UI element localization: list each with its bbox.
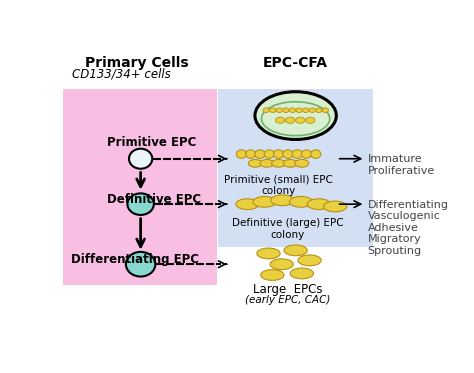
- Ellipse shape: [257, 248, 280, 259]
- Ellipse shape: [261, 270, 284, 280]
- Ellipse shape: [276, 108, 283, 113]
- Ellipse shape: [298, 255, 321, 266]
- Ellipse shape: [311, 150, 321, 158]
- Ellipse shape: [236, 199, 259, 210]
- Ellipse shape: [270, 259, 293, 270]
- Ellipse shape: [283, 160, 297, 167]
- Ellipse shape: [253, 197, 276, 207]
- Ellipse shape: [270, 108, 276, 113]
- Ellipse shape: [322, 108, 328, 113]
- Ellipse shape: [324, 201, 347, 212]
- Ellipse shape: [290, 197, 313, 207]
- Ellipse shape: [248, 160, 262, 167]
- Ellipse shape: [285, 117, 295, 123]
- Ellipse shape: [307, 199, 330, 210]
- Ellipse shape: [306, 117, 315, 123]
- Ellipse shape: [284, 245, 307, 256]
- Text: CD133/34+ cells: CD133/34+ cells: [72, 68, 171, 81]
- Ellipse shape: [302, 108, 309, 113]
- Ellipse shape: [283, 150, 293, 158]
- Text: EPC-CFA: EPC-CFA: [263, 56, 328, 69]
- Text: Definitive (large) EPC
colony: Definitive (large) EPC colony: [232, 218, 344, 239]
- Text: Differentiating
Vasculogenic
Adhesive
Migratory
Sprouting: Differentiating Vasculogenic Adhesive Mi…: [368, 200, 449, 256]
- Text: Immature
Proliferative: Immature Proliferative: [368, 154, 435, 176]
- Ellipse shape: [126, 252, 155, 276]
- Ellipse shape: [283, 108, 289, 113]
- Ellipse shape: [296, 108, 302, 113]
- Ellipse shape: [290, 268, 313, 279]
- Text: Primitive EPC: Primitive EPC: [107, 136, 197, 148]
- Text: Differentiating EPC: Differentiating EPC: [71, 253, 199, 266]
- Ellipse shape: [301, 150, 311, 158]
- Text: Definitive EPC: Definitive EPC: [107, 193, 201, 206]
- Ellipse shape: [246, 150, 255, 158]
- Ellipse shape: [275, 117, 285, 123]
- Ellipse shape: [260, 160, 274, 167]
- Text: (early EPC, CAC): (early EPC, CAC): [245, 295, 330, 305]
- Ellipse shape: [273, 150, 283, 158]
- Ellipse shape: [295, 160, 309, 167]
- Ellipse shape: [128, 193, 154, 215]
- Ellipse shape: [272, 160, 285, 167]
- Ellipse shape: [255, 150, 265, 158]
- Ellipse shape: [316, 108, 322, 113]
- Ellipse shape: [263, 108, 269, 113]
- Bar: [63, 89, 217, 285]
- Ellipse shape: [129, 149, 152, 169]
- Ellipse shape: [290, 108, 296, 113]
- Text: Large  EPCs: Large EPCs: [253, 283, 323, 297]
- Ellipse shape: [264, 150, 274, 158]
- Ellipse shape: [296, 117, 305, 123]
- Text: Primary Cells: Primary Cells: [85, 56, 189, 69]
- Ellipse shape: [309, 108, 315, 113]
- Ellipse shape: [271, 195, 294, 206]
- Text: Primitive (small) EPC
colony: Primitive (small) EPC colony: [224, 174, 333, 196]
- Bar: [218, 89, 373, 247]
- Ellipse shape: [237, 150, 246, 158]
- Ellipse shape: [255, 92, 337, 140]
- Ellipse shape: [292, 150, 302, 158]
